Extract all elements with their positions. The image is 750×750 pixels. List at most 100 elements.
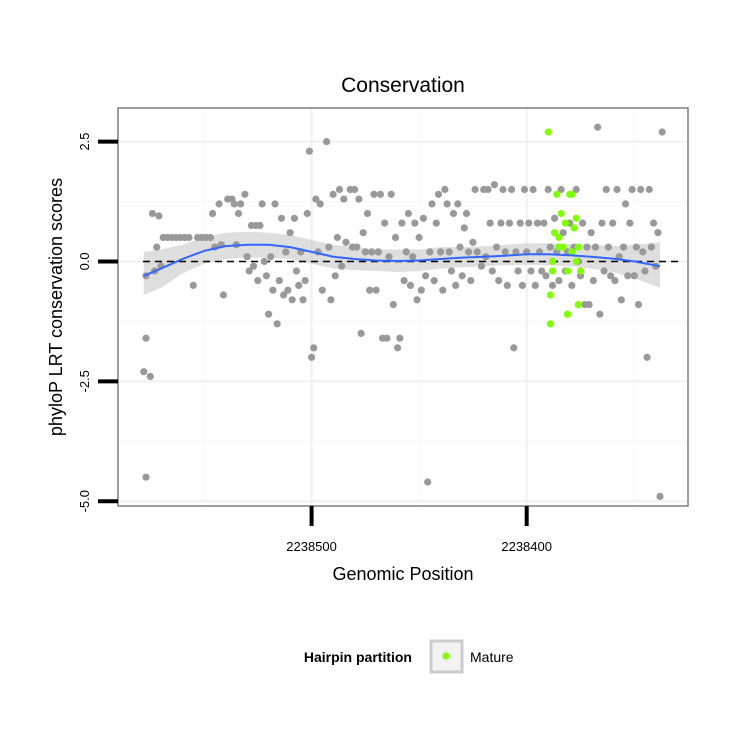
point-other xyxy=(559,229,567,237)
smooth-curve xyxy=(143,243,661,277)
point-other xyxy=(548,281,557,289)
point-other xyxy=(650,219,658,227)
point-other xyxy=(258,200,266,208)
point-other xyxy=(503,281,511,289)
point-other xyxy=(460,224,468,232)
point-other xyxy=(654,229,662,237)
point-other xyxy=(505,219,514,227)
x-axis: 2238500 2238400 xyxy=(286,506,552,554)
point-other xyxy=(355,195,363,203)
point-other xyxy=(292,267,301,275)
point-other xyxy=(602,185,610,194)
point-other xyxy=(434,190,443,198)
point-other xyxy=(634,301,643,309)
point-other xyxy=(499,185,507,194)
point-other xyxy=(467,277,475,285)
point-other xyxy=(658,128,666,136)
point-other xyxy=(269,286,277,294)
point-other xyxy=(351,185,359,194)
point-other xyxy=(426,248,434,256)
y-axis-title: phyloP LRT conservation scores xyxy=(46,178,66,436)
point-other xyxy=(591,243,600,251)
point-other xyxy=(611,277,619,285)
point-other xyxy=(254,277,262,285)
point-other xyxy=(508,185,516,194)
point-other xyxy=(643,353,651,361)
point-mature xyxy=(555,233,563,242)
point-other xyxy=(402,248,410,256)
point-other xyxy=(361,248,369,256)
point-other xyxy=(256,221,264,230)
y-axis: -5.0 -2.5 0.0 2.5 xyxy=(77,133,118,512)
point-other xyxy=(622,200,630,208)
point-other xyxy=(441,185,449,194)
point-other xyxy=(363,209,372,218)
point-other xyxy=(422,272,430,280)
point-other xyxy=(267,253,275,261)
point-other xyxy=(656,492,664,500)
point-other xyxy=(557,185,565,194)
point-other xyxy=(301,277,309,285)
point-other xyxy=(310,344,318,352)
point-other xyxy=(185,233,193,242)
point-other xyxy=(370,190,378,198)
point-other xyxy=(404,209,412,218)
point-other xyxy=(273,320,281,328)
point-other xyxy=(449,209,458,218)
point-other xyxy=(383,334,391,342)
point-other xyxy=(329,190,337,198)
point-mature xyxy=(572,214,580,222)
legend-mature-marker xyxy=(442,652,450,660)
point-other xyxy=(406,281,415,289)
point-other xyxy=(510,344,518,352)
point-other xyxy=(529,185,537,194)
point-other xyxy=(308,353,316,361)
point-other xyxy=(439,286,447,294)
point-other xyxy=(544,185,552,194)
point-other xyxy=(295,281,303,289)
point-other xyxy=(381,219,389,227)
point-other xyxy=(458,272,466,280)
point-other xyxy=(477,262,486,270)
x-axis-title: Genomic Position xyxy=(332,564,473,584)
point-other xyxy=(490,181,498,189)
point-other xyxy=(465,248,473,256)
point-mature xyxy=(561,219,570,227)
point-other xyxy=(604,243,613,251)
point-other xyxy=(305,147,313,155)
point-mature xyxy=(557,209,565,218)
point-other xyxy=(445,248,453,256)
point-other xyxy=(417,286,425,294)
point-other xyxy=(641,267,649,275)
point-other xyxy=(645,185,653,194)
point-other xyxy=(501,248,509,256)
point-other xyxy=(398,219,406,227)
point-other xyxy=(430,277,438,285)
point-other xyxy=(637,185,645,194)
point-other xyxy=(368,248,376,256)
point-other xyxy=(333,233,341,242)
point-other xyxy=(546,243,554,251)
point-other xyxy=(389,301,397,309)
point-other xyxy=(411,219,419,227)
point-other xyxy=(359,229,367,237)
point-other xyxy=(617,296,625,304)
point-other xyxy=(447,267,455,275)
point-other xyxy=(594,123,602,131)
point-other xyxy=(230,200,238,208)
point-mature xyxy=(574,301,582,309)
point-other xyxy=(357,329,365,337)
point-other xyxy=(462,209,471,218)
points-mature xyxy=(544,128,585,328)
point-other xyxy=(391,233,400,242)
point-other xyxy=(409,253,417,261)
point-other xyxy=(568,281,576,289)
point-other xyxy=(555,277,563,285)
point-other xyxy=(542,272,550,280)
point-mature xyxy=(544,128,552,136)
point-other xyxy=(493,243,501,251)
point-other xyxy=(155,212,163,220)
point-other xyxy=(394,344,402,352)
point-other xyxy=(628,185,636,194)
